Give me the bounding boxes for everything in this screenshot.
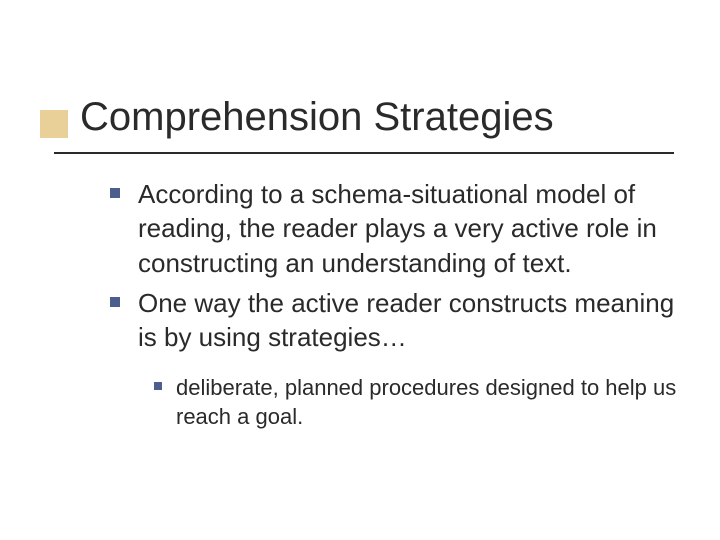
sub-list-item-text: deliberate, planned procedures designed … — [176, 373, 684, 431]
slide-title: Comprehension Strategies — [80, 95, 554, 140]
bullet-icon — [154, 382, 162, 390]
bullet-icon — [110, 297, 120, 307]
list-item-text: One way the active reader constructs mea… — [138, 286, 684, 355]
sub-list-item: deliberate, planned procedures designed … — [154, 373, 684, 431]
sub-list: deliberate, planned procedures designed … — [154, 373, 684, 431]
list-item: According to a schema-situational model … — [110, 177, 684, 280]
list-item: One way the active reader constructs mea… — [110, 286, 684, 431]
bullet-icon — [110, 188, 120, 198]
title-underline — [54, 152, 674, 154]
body-list: According to a schema-situational model … — [110, 177, 684, 437]
accent-block — [40, 110, 68, 138]
list-item-text: According to a schema-situational model … — [138, 177, 684, 280]
